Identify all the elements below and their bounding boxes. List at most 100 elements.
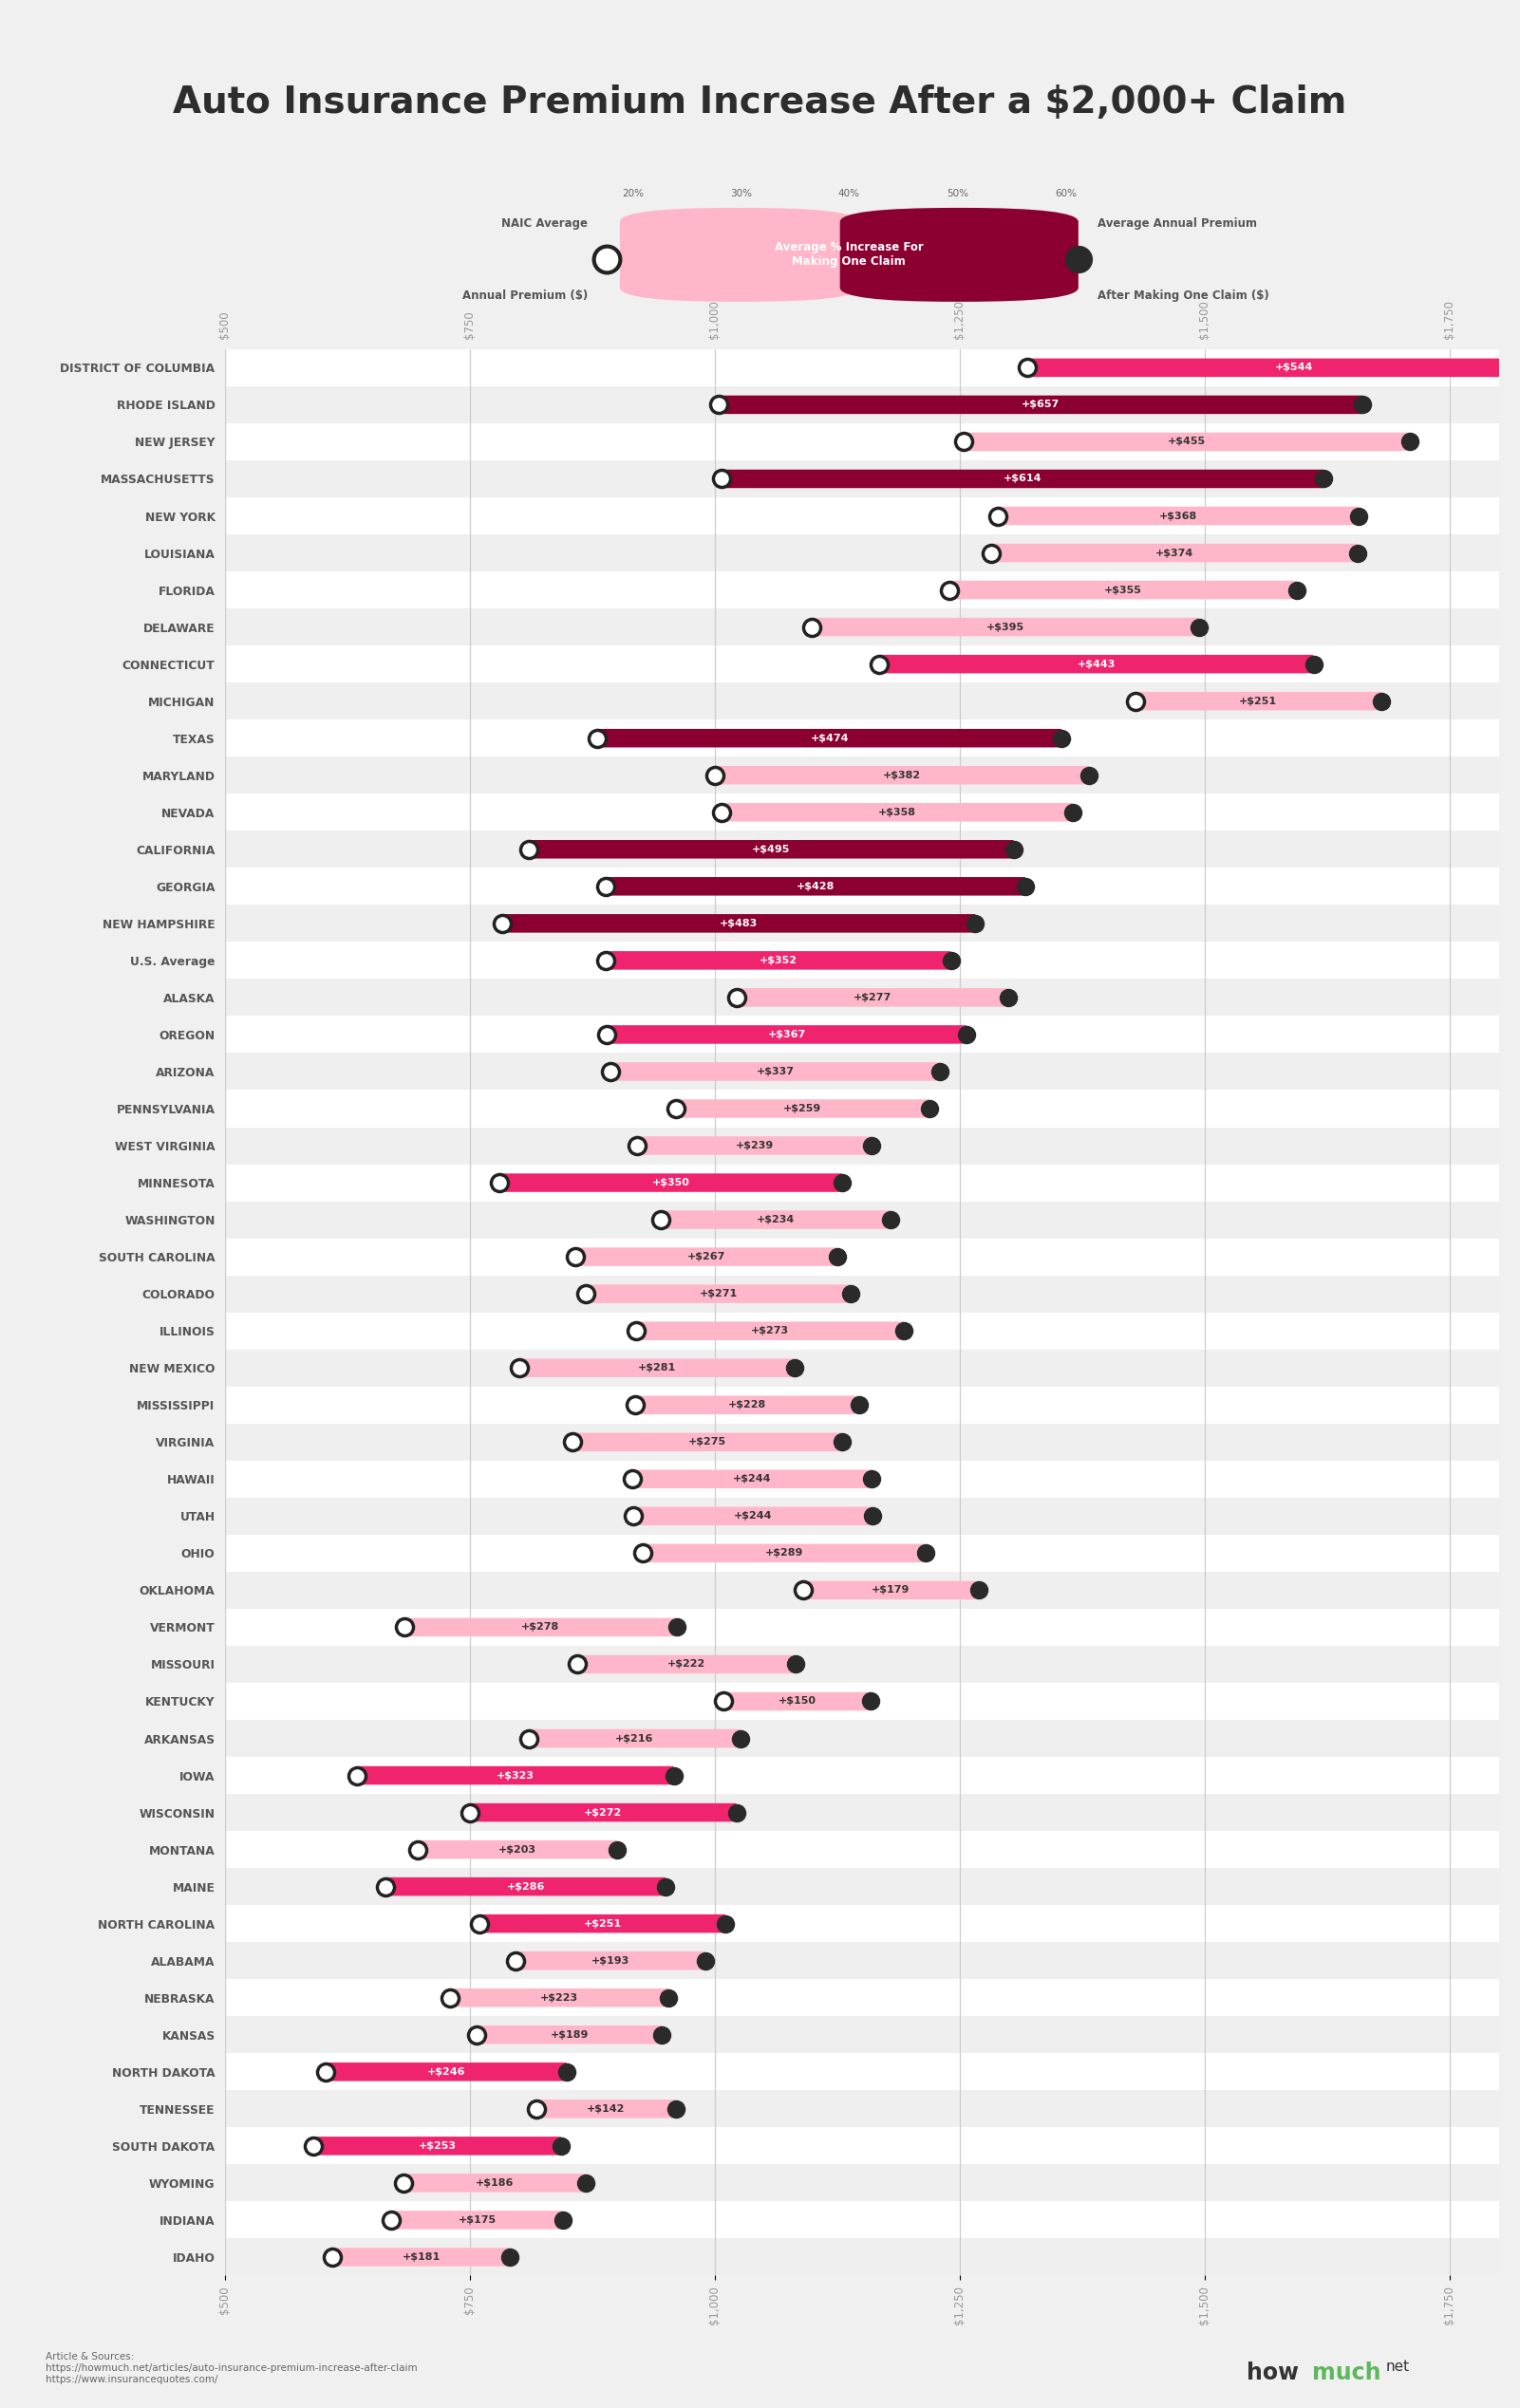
- FancyBboxPatch shape: [606, 877, 1026, 896]
- Text: +$355: +$355: [1104, 585, 1142, 595]
- FancyBboxPatch shape: [499, 1173, 842, 1192]
- FancyBboxPatch shape: [812, 619, 1199, 636]
- Bar: [225, 1943, 1499, 1979]
- Text: +$495: +$495: [752, 845, 790, 855]
- Bar: [225, 1869, 1499, 1905]
- Bar: [225, 1091, 1499, 1127]
- Text: +$244: +$244: [734, 1512, 772, 1522]
- FancyBboxPatch shape: [357, 1765, 673, 1784]
- Text: +$234: +$234: [757, 1216, 795, 1226]
- FancyBboxPatch shape: [719, 395, 1362, 414]
- Text: 60%: 60%: [1055, 188, 1076, 197]
- Bar: [225, 1163, 1499, 1202]
- Text: +$544: +$544: [1275, 364, 1313, 373]
- Bar: [225, 1348, 1499, 1387]
- FancyBboxPatch shape: [403, 2174, 585, 2191]
- Bar: [225, 424, 1499, 460]
- FancyBboxPatch shape: [637, 1322, 904, 1341]
- FancyBboxPatch shape: [477, 2025, 661, 2044]
- FancyBboxPatch shape: [610, 1062, 941, 1081]
- Text: +$352: +$352: [760, 956, 798, 966]
- Text: +$286: +$286: [506, 1881, 546, 1890]
- Text: +$289: +$289: [765, 1548, 803, 1558]
- FancyBboxPatch shape: [386, 1878, 666, 1895]
- Bar: [225, 1462, 1499, 1498]
- Text: +$275: +$275: [689, 1438, 727, 1447]
- Text: Article & Sources:
https://howmuch.net/articles/auto-insurance-premium-increase-: Article & Sources: https://howmuch.net/a…: [46, 2353, 418, 2384]
- Text: +$259: +$259: [783, 1103, 822, 1112]
- Text: +$251: +$251: [1239, 696, 1277, 706]
- FancyBboxPatch shape: [404, 1618, 676, 1637]
- FancyBboxPatch shape: [948, 580, 1297, 600]
- FancyBboxPatch shape: [803, 1582, 979, 1599]
- Bar: [225, 1202, 1499, 1238]
- Text: +$368: +$368: [1160, 510, 1198, 520]
- Text: +$374: +$374: [1155, 549, 1193, 559]
- Text: +$203: +$203: [499, 1845, 537, 1854]
- Text: +$142: +$142: [587, 2105, 625, 2114]
- Bar: [225, 645, 1499, 681]
- Text: 20%: 20%: [622, 188, 643, 197]
- FancyBboxPatch shape: [578, 1654, 795, 1674]
- Bar: [225, 385, 1499, 424]
- FancyBboxPatch shape: [313, 2136, 561, 2155]
- Text: +$244: +$244: [733, 1474, 771, 1483]
- Text: +$395: +$395: [986, 621, 1024, 631]
- FancyBboxPatch shape: [518, 1358, 795, 1377]
- Bar: [225, 2201, 1499, 2239]
- Bar: [225, 535, 1499, 571]
- FancyBboxPatch shape: [450, 1989, 669, 2006]
- Bar: [225, 1498, 1499, 1534]
- Bar: [225, 1312, 1499, 1348]
- Text: 30%: 30%: [730, 188, 752, 197]
- Text: +$443: +$443: [1078, 660, 1116, 669]
- Text: Auto Insurance Premium Increase After a $2,000+ Claim: Auto Insurance Premium Increase After a …: [173, 84, 1347, 120]
- Text: +$367: +$367: [768, 1031, 806, 1040]
- FancyBboxPatch shape: [1135, 691, 1382, 710]
- FancyBboxPatch shape: [999, 506, 1359, 525]
- Text: +$246: +$246: [427, 2066, 465, 2076]
- Bar: [225, 1534, 1499, 1572]
- FancyBboxPatch shape: [502, 915, 976, 932]
- Text: +$337: +$337: [755, 1067, 793, 1076]
- FancyBboxPatch shape: [676, 1100, 929, 1117]
- Text: +$455: +$455: [1167, 436, 1205, 445]
- Text: +$175: +$175: [458, 2215, 497, 2225]
- Bar: [225, 756, 1499, 795]
- Text: After Making One Claim ($): After Making One Claim ($): [1097, 289, 1269, 301]
- FancyBboxPatch shape: [515, 1950, 705, 1970]
- FancyBboxPatch shape: [573, 1433, 842, 1452]
- Bar: [225, 867, 1499, 905]
- Text: +$216: +$216: [616, 1734, 654, 1743]
- Text: +$428: +$428: [796, 881, 834, 891]
- Bar: [225, 1830, 1499, 1869]
- FancyBboxPatch shape: [606, 1026, 967, 1043]
- FancyBboxPatch shape: [325, 2064, 567, 2081]
- FancyBboxPatch shape: [632, 1469, 871, 1488]
- FancyBboxPatch shape: [470, 1804, 736, 1823]
- FancyBboxPatch shape: [333, 2247, 511, 2266]
- FancyBboxPatch shape: [529, 840, 1014, 860]
- Bar: [225, 498, 1499, 535]
- Text: much: much: [1312, 2362, 1380, 2384]
- Text: +$614: +$614: [1003, 474, 1041, 484]
- FancyBboxPatch shape: [585, 1283, 851, 1303]
- FancyBboxPatch shape: [635, 1397, 859, 1413]
- Text: +$181: +$181: [403, 2251, 441, 2261]
- Bar: [225, 1719, 1499, 1758]
- Bar: [225, 681, 1499, 720]
- Bar: [225, 2054, 1499, 2090]
- Text: +$358: +$358: [879, 807, 917, 816]
- Text: +$223: +$223: [541, 1994, 579, 2003]
- Bar: [225, 2165, 1499, 2201]
- Bar: [225, 1127, 1499, 1163]
- FancyBboxPatch shape: [722, 470, 1324, 489]
- Bar: [225, 571, 1499, 609]
- Text: Average % Increase For
Making One Claim: Average % Increase For Making One Claim: [775, 241, 924, 267]
- Bar: [225, 831, 1499, 867]
- Bar: [225, 720, 1499, 756]
- Bar: [225, 942, 1499, 980]
- Text: how: how: [1246, 2362, 1298, 2384]
- Text: +$483: +$483: [720, 917, 758, 927]
- Bar: [225, 349, 1499, 385]
